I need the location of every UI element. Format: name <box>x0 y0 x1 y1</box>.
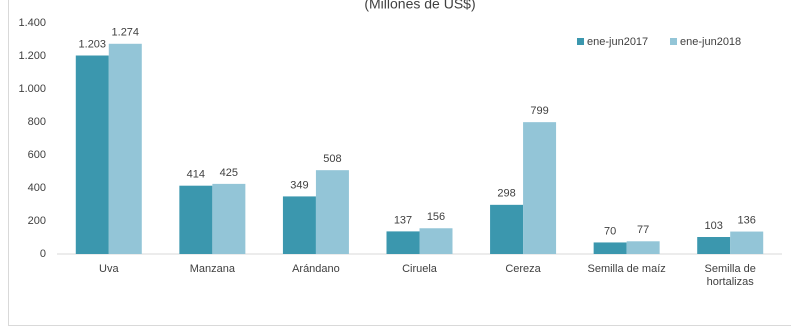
y-tick-label: 200 <box>28 215 46 227</box>
y-tick-label: 1.400 <box>18 17 46 29</box>
legend-label: ene-jun2017 <box>587 36 648 48</box>
bar <box>730 231 764 254</box>
data-label: 103 <box>705 220 723 232</box>
bar <box>523 122 557 254</box>
bar <box>315 170 349 254</box>
data-label: 1.274 <box>112 27 140 39</box>
bar <box>282 196 316 254</box>
y-tick-label: 1.000 <box>18 83 46 95</box>
chart-frame <box>8 0 791 326</box>
bar <box>386 231 420 254</box>
data-label: 156 <box>427 211 445 223</box>
data-label: 298 <box>497 188 515 200</box>
x-tick-label: Cereza <box>505 263 541 275</box>
legend-swatch <box>670 38 677 45</box>
y-tick-label: 0 <box>40 248 46 260</box>
bar <box>75 55 109 254</box>
data-label: 1.203 <box>79 38 107 50</box>
bar <box>697 237 731 254</box>
x-tick-label: Arándano <box>292 263 340 275</box>
bar <box>626 241 660 254</box>
x-tick-label: Semilla de maíz <box>587 263 666 275</box>
legend-swatch <box>577 38 584 45</box>
legend-label: ene-jun2018 <box>680 36 741 48</box>
x-tick-label: Uva <box>99 263 119 275</box>
y-tick-label: 1.200 <box>18 50 46 62</box>
data-label: 77 <box>637 224 649 236</box>
y-tick-label: 800 <box>28 116 46 128</box>
bar <box>593 242 627 254</box>
data-label: 136 <box>738 214 756 226</box>
x-tick-label: Manzana <box>189 263 235 275</box>
bar <box>179 185 213 254</box>
y-tick-label: 400 <box>28 182 46 194</box>
data-label: 425 <box>220 167 238 179</box>
bar <box>108 43 142 254</box>
data-label: 137 <box>394 214 412 226</box>
bar <box>419 228 453 254</box>
data-label: 508 <box>323 153 341 165</box>
x-tick-label: Semilla de hortalizas <box>704 263 756 288</box>
bar <box>490 204 524 254</box>
x-tick-label: Ciruela <box>402 263 437 275</box>
data-label: 799 <box>530 105 548 117</box>
data-label: 349 <box>290 179 308 191</box>
chart-subtitle: (Millones de US$) <box>364 0 475 12</box>
bar <box>212 183 246 254</box>
data-label: 414 <box>187 169 205 181</box>
y-tick-label: 600 <box>28 149 46 161</box>
data-label: 70 <box>604 225 616 237</box>
